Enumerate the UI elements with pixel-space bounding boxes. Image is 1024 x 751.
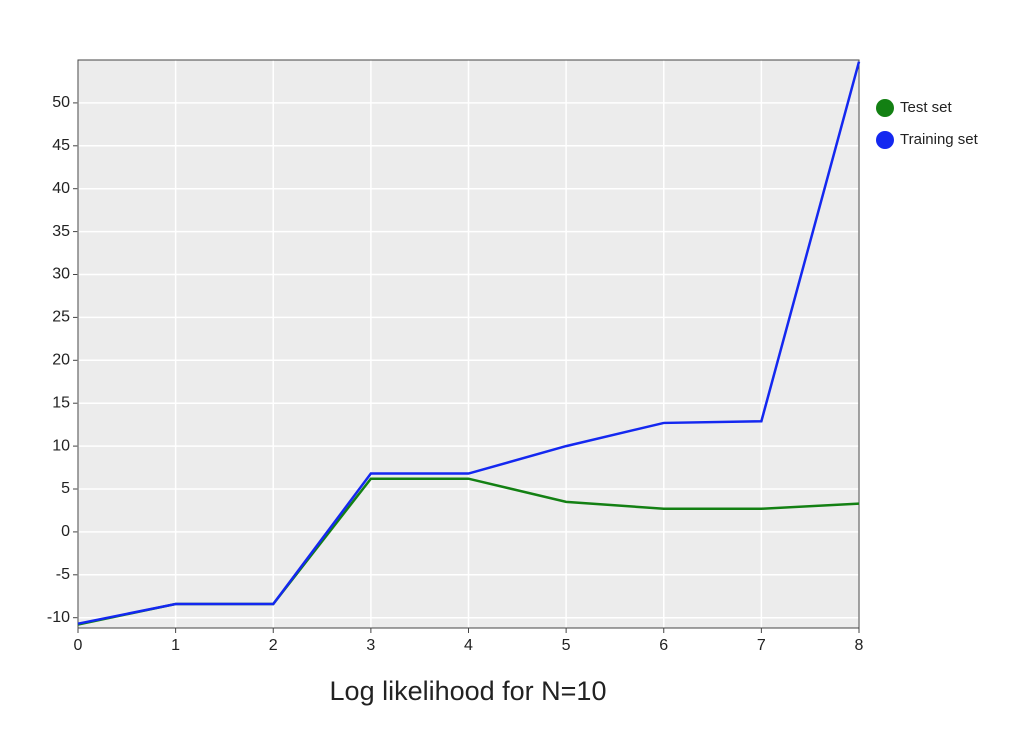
x-tick-label: 1 xyxy=(171,637,180,654)
y-tick-label: 30 xyxy=(52,266,70,283)
y-tick-label: 35 xyxy=(52,223,70,240)
legend-marker xyxy=(876,131,894,149)
x-tick-label: 0 xyxy=(74,637,83,654)
chart-title: Log likelihood for N=10 xyxy=(330,676,607,706)
legend-marker xyxy=(876,99,894,117)
x-tick-label: 6 xyxy=(659,637,668,654)
y-tick-label: 45 xyxy=(52,137,70,154)
y-tick-label: 15 xyxy=(52,394,70,411)
legend-label: Test set xyxy=(900,99,953,116)
y-tick-label: 25 xyxy=(52,309,70,326)
x-tick-label: 7 xyxy=(757,637,766,654)
y-tick-label: 50 xyxy=(52,94,70,111)
y-tick-label: 10 xyxy=(52,437,70,454)
series-line xyxy=(77,61,861,625)
plot-frame xyxy=(77,59,860,629)
legend-label: Training set xyxy=(900,131,979,148)
y-tick-label: 0 xyxy=(61,523,70,540)
x-tick-label: 2 xyxy=(269,637,278,654)
y-tick-label: -10 xyxy=(47,609,70,626)
x-tick-label: 5 xyxy=(562,637,571,654)
x-tick-label: 4 xyxy=(464,637,473,654)
y-tick-label: 5 xyxy=(61,480,70,497)
x-tick-label: 8 xyxy=(855,637,864,654)
y-tick-label: 20 xyxy=(52,352,70,369)
x-tick-label: 3 xyxy=(366,637,375,654)
y-tick-label: -5 xyxy=(56,566,70,583)
y-tick-label: 40 xyxy=(52,180,70,197)
